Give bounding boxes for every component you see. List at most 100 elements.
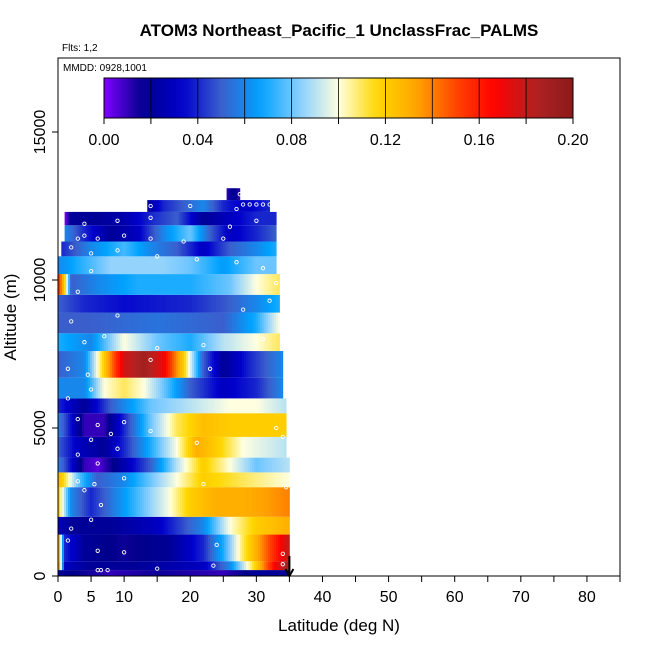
heatmap-cell: [276, 516, 279, 535]
heatmap-cell: [153, 200, 156, 212]
heatmap-cell: [68, 274, 71, 295]
heatmap-cell: [229, 200, 232, 212]
heatmap-cell: [218, 472, 221, 488]
heatmap-cell: [238, 534, 241, 562]
heatmap-cell: [132, 472, 135, 488]
heatmap-cell: [284, 487, 287, 517]
heatmap-cell: [132, 413, 135, 437]
heatmap-cell: [91, 241, 94, 257]
heatmap-cell: [194, 436, 197, 458]
heatmap-cell: [235, 200, 238, 212]
heatmap-cell: [216, 570, 219, 576]
heatmap-cell: [184, 487, 187, 517]
heatmap-cell: [190, 561, 193, 571]
heatmap-cell: [130, 312, 133, 334]
heatmap-cell: [157, 241, 160, 257]
heatmap-cell: [258, 472, 261, 488]
heatmap-cell: [238, 294, 241, 313]
heatmap-cell: [177, 241, 180, 257]
heatmap-cell: [110, 256, 113, 275]
heatmap-cell: [130, 294, 133, 313]
heatmap-cell: [232, 211, 236, 226]
heatmap-cell: [168, 225, 172, 242]
heatmap-cell: [96, 516, 99, 535]
heatmap-cell: [138, 351, 141, 378]
heatmap-cell: [230, 570, 233, 576]
sample-point: [75, 289, 80, 294]
heatmap-cell: [220, 413, 223, 437]
heatmap-cell: [84, 256, 87, 275]
heatmap-cell: [160, 377, 163, 399]
sample-point: [65, 538, 71, 543]
heatmap-cell: [138, 487, 141, 517]
heatmap-cell: [212, 413, 215, 437]
heatmap-cell: [156, 351, 159, 378]
heatmap-cell: [104, 294, 107, 313]
heatmap-cell: [232, 333, 235, 352]
heatmap-cell: [192, 294, 195, 313]
heatmap-cell: [192, 351, 195, 378]
heatmap-cell: [150, 377, 153, 399]
heatmap-cell: [170, 274, 173, 295]
heatmap-cell: [245, 241, 248, 257]
heatmap-cell: [102, 534, 105, 562]
heatmap-cell: [80, 457, 83, 473]
heatmap-cell: [220, 333, 223, 352]
heatmap-cell: [204, 398, 207, 414]
heatmap-cell: [94, 398, 97, 414]
heatmap-cell: [136, 225, 140, 242]
heatmap-cell: [182, 256, 185, 275]
heatmap-cell: [114, 274, 117, 295]
heatmap-cell: [88, 534, 91, 562]
heatmap-cell: [258, 457, 261, 473]
heatmap-cell: [234, 398, 237, 414]
heatmap-cell: [156, 312, 159, 334]
heatmap-cell: [80, 333, 83, 352]
heatmap-cell: [158, 472, 161, 488]
sample-point: [214, 542, 219, 548]
heatmap-cell: [184, 457, 187, 473]
heatmap-cell: [174, 256, 177, 275]
colorbar-tick-label: 0.04: [182, 132, 213, 149]
heatmap-cell: [262, 436, 265, 458]
heatmap-cell: [76, 436, 79, 458]
heatmap-cell: [196, 274, 199, 295]
heatmap-cell: [212, 398, 215, 414]
sample-point: [155, 254, 160, 259]
heatmap-cell: [280, 457, 283, 473]
heatmap-cell: [210, 351, 213, 378]
heatmap-cell: [238, 211, 242, 226]
heatmap-cell: [212, 472, 215, 488]
heatmap-cell: [273, 241, 276, 257]
heatmap-cell: [196, 294, 199, 313]
heatmap-cell: [75, 241, 78, 257]
heatmap-cell: [182, 534, 185, 562]
heatmap-cell: [64, 312, 67, 334]
heatmap-cell: [250, 570, 253, 576]
heatmap-cell: [180, 211, 184, 226]
heatmap-cell: [174, 294, 177, 313]
heatmap-cell: [64, 274, 67, 295]
heatmap-cell: [76, 398, 79, 414]
heatmap-band: [147, 200, 270, 212]
heatmap-cell: [86, 472, 89, 488]
heatmap-cell: [90, 472, 93, 488]
heatmap-cell: [250, 516, 253, 535]
heatmap-cell: [224, 225, 228, 242]
heatmap-cell: [112, 570, 115, 576]
heatmap-cell: [156, 211, 160, 226]
heatmap-cell: [96, 225, 100, 242]
heatmap-cell: [70, 377, 73, 399]
heatmap-cell: [198, 333, 201, 352]
heatmap-cell: [276, 256, 277, 275]
heatmap-cell: [131, 241, 134, 257]
heatmap-cell: [148, 377, 151, 399]
heatmap-cell: [272, 294, 275, 313]
heatmap-cell: [184, 211, 188, 226]
heatmap-cell: [138, 570, 141, 576]
heatmap-cell: [77, 241, 80, 257]
x-tick-label: 10: [115, 589, 133, 606]
heatmap-cell: [233, 241, 236, 257]
heatmap-cell: [70, 561, 73, 571]
heatmap-cell: [162, 398, 165, 414]
